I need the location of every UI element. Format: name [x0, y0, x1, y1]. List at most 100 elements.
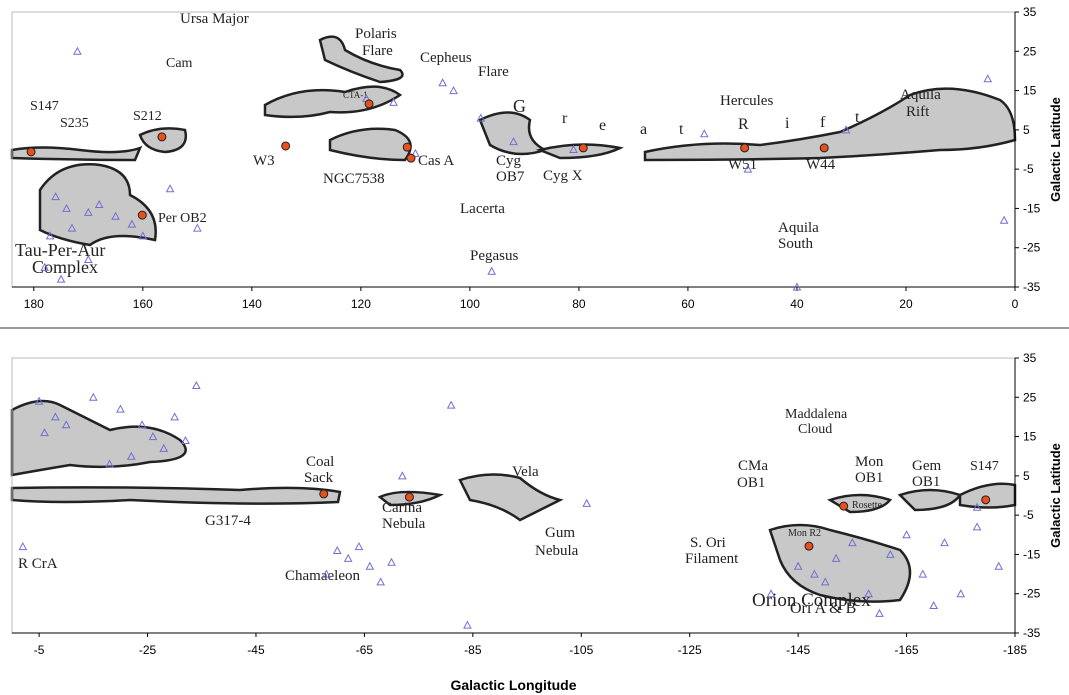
clouds-top [10, 35, 1017, 247]
y-tick-label: 15 [1023, 430, 1037, 444]
panel: 35 25 15 5 -5 -15 -25 -35 -5 -25 -45 -65 -85 -105 -125… [11, 351, 1063, 693]
triangle-marker [983, 74, 993, 83]
triangle-marker [332, 545, 342, 554]
annotation: W44 [806, 157, 836, 173]
y-axis-title: Galactic Latitude [1048, 443, 1063, 548]
annotation: e [599, 117, 606, 134]
triangle-marker [192, 223, 202, 232]
annotation: Rift [906, 104, 930, 120]
x-tick-label: 40 [790, 297, 804, 311]
source-marker [404, 492, 414, 502]
triangle-marker [56, 274, 66, 283]
triangle-marker [51, 412, 60, 421]
triangle-marker [476, 113, 486, 122]
annotation: i [785, 115, 790, 132]
source-marker [157, 132, 167, 142]
annotation: Rosette [852, 500, 883, 511]
annotation: Hercules [720, 93, 773, 109]
annotation: Mon [855, 454, 884, 470]
y-tick-label: -15 [1023, 201, 1041, 215]
annotation: Sack [304, 470, 334, 486]
annotation: Gum [545, 525, 575, 541]
y-tick-label: -35 [1023, 280, 1041, 294]
y-tick-label: 15 [1023, 84, 1037, 98]
triangle-marker [170, 412, 179, 421]
triangle-marker [116, 404, 125, 413]
annotation: t [855, 109, 860, 126]
source-marker [578, 143, 588, 153]
annotation: a [640, 121, 647, 138]
annotation: Filament [685, 551, 739, 567]
annotation: Cyg [496, 153, 522, 169]
y-tick-label: -5 [1023, 508, 1034, 522]
triangle-marker [972, 522, 982, 531]
source-marker [839, 501, 849, 511]
triangle-marker [841, 125, 851, 134]
annotation: Chamaeleon [285, 568, 360, 584]
triangle-marker [18, 542, 28, 551]
triangle-marker [126, 451, 136, 460]
annotation: Aquila [900, 87, 941, 103]
annotation: Cepheus [420, 50, 472, 66]
source-marker [364, 99, 374, 109]
triangle-marker [902, 530, 911, 539]
triangle-marker [929, 600, 939, 609]
source-marker [981, 495, 991, 505]
panel: 35 25 15 5 -5 -15 -25 -35 180 160 140 120 100 80 60 40 2… [11, 5, 1063, 311]
triangle-marker [40, 262, 50, 271]
y-tick-label: 35 [1023, 5, 1037, 19]
triangle-marker [487, 266, 497, 275]
triangle-marker [365, 561, 375, 570]
annotation: f [820, 114, 826, 131]
x-tick-label: -85 [464, 643, 482, 657]
triangle-marker [699, 129, 709, 138]
y-tick-label: -25 [1023, 241, 1041, 255]
triangle-marker [766, 589, 776, 598]
annotation: t [679, 121, 684, 138]
annotation: Tau-Per-Aur [15, 240, 105, 260]
annotation: S147 [30, 99, 59, 114]
annotation: Nebula [535, 543, 579, 559]
triangle-marker [820, 577, 830, 586]
source-marker [281, 141, 291, 151]
y-axis-title: Galactic Latitude [1048, 97, 1063, 202]
x-tick-label: -5 [34, 643, 45, 657]
annotation: G [513, 96, 526, 116]
x-axis-title: Galactic Longitude [450, 677, 576, 693]
annotation: Cam [166, 56, 193, 71]
triangle-marker [138, 231, 148, 240]
annotation: Flare [478, 64, 509, 80]
x-tick-label: -105 [569, 643, 593, 657]
source-marker [319, 489, 329, 499]
annotation: Aquila [778, 220, 819, 236]
triangle-marker [411, 148, 420, 157]
annotation: Cloud [798, 422, 832, 437]
x-tick-label: 160 [133, 297, 153, 311]
source-marker [740, 143, 750, 153]
triangle-marker [148, 432, 158, 441]
triangle-marker [463, 620, 472, 629]
annotation: Ori A & B [790, 600, 856, 617]
source-marker [26, 147, 36, 157]
source-marker [137, 210, 147, 220]
x-tick-label: 0 [1012, 297, 1019, 311]
annotation: Pegasus [470, 248, 518, 264]
triangle-marker [387, 557, 396, 566]
triangle-marker [45, 231, 55, 240]
triangle-marker [88, 392, 98, 401]
annotation: S147 [970, 459, 999, 474]
annotation: NGC7538 [323, 171, 385, 187]
annotation: W51 [728, 157, 757, 173]
annotation: Carina [382, 500, 422, 516]
triangle-marker [376, 577, 386, 586]
x-tick-label: 180 [24, 297, 44, 311]
triangle-marker [864, 589, 873, 598]
triangle-marker [354, 542, 364, 551]
triangle-marker [972, 502, 982, 511]
triangle-marker [191, 380, 201, 389]
triangle-marker [792, 282, 802, 291]
annotation: Cas A [418, 153, 454, 169]
x-tick-label: 80 [572, 297, 586, 311]
annotation: Coal [306, 454, 334, 470]
